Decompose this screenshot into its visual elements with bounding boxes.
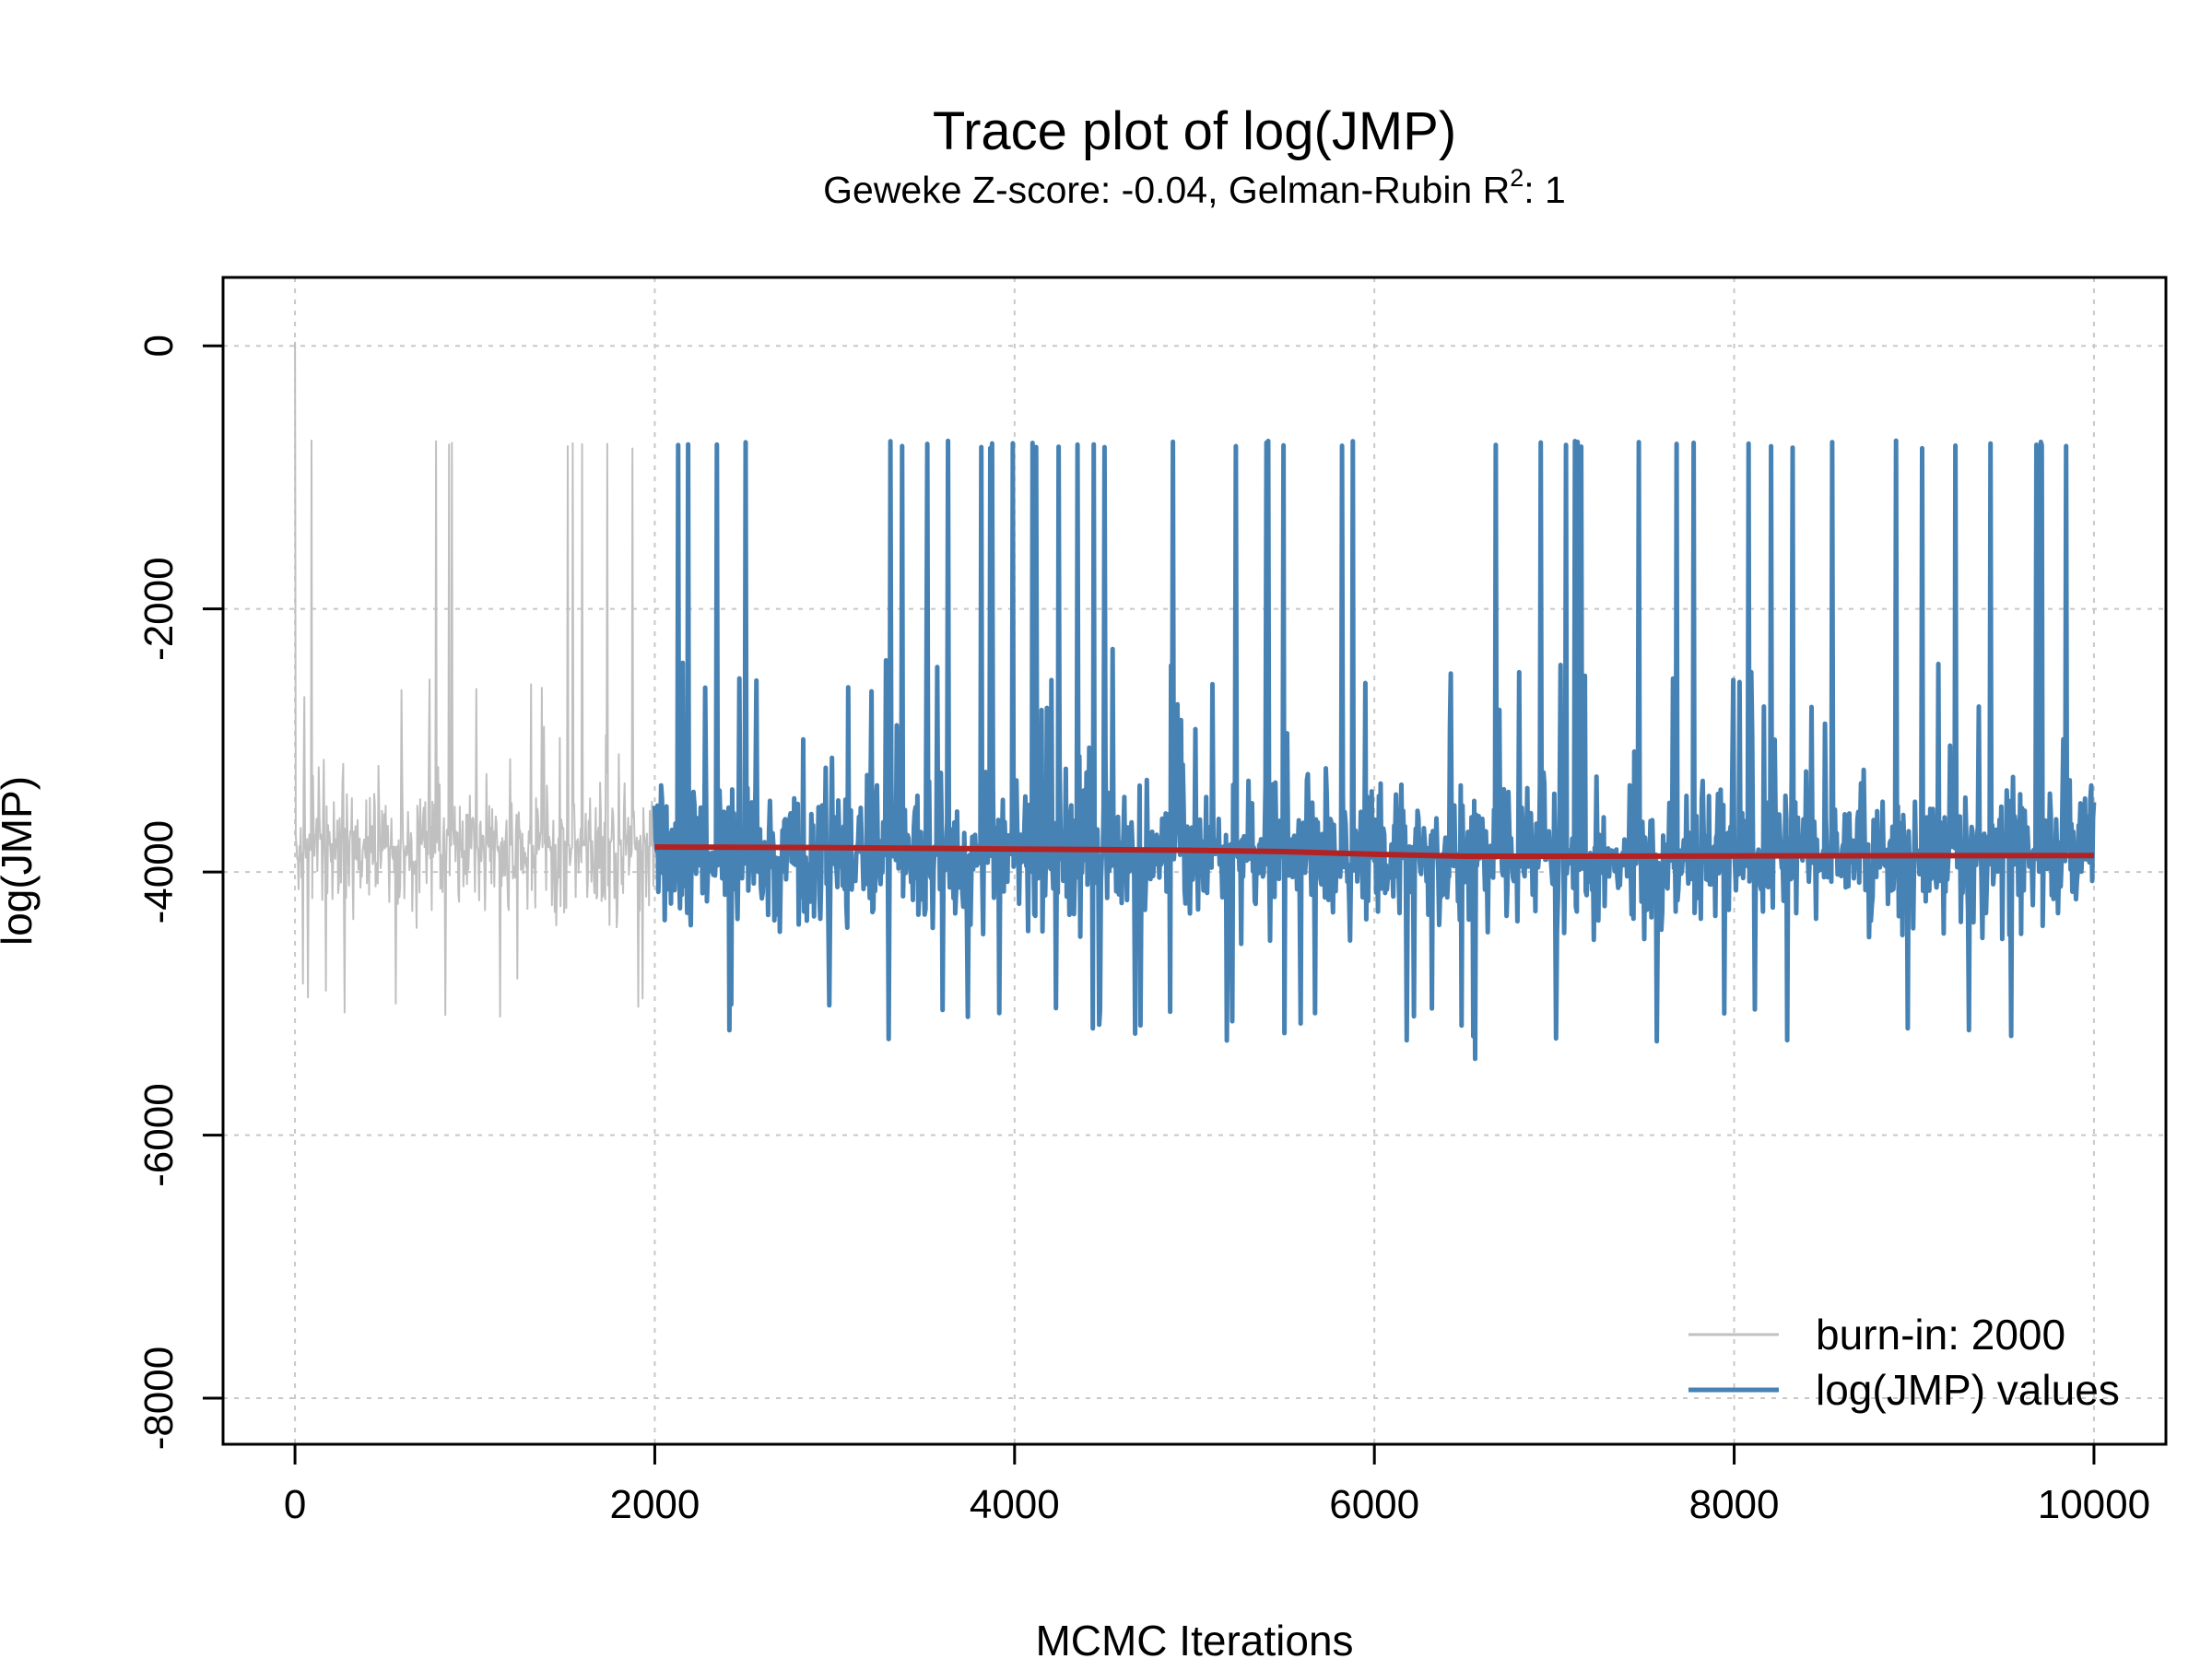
plot-frame xyxy=(221,276,2168,1446)
y-tick-label: -2000 xyxy=(136,557,182,661)
y-axis-label: log(JMP) xyxy=(0,776,41,946)
axis-ticks: 0 2000 4000 6000 8000 10000 0 -2000 -4000 -6000 -8… xyxy=(136,335,2150,1527)
x-tick-label: 8000 xyxy=(1689,1482,1780,1527)
y-tick-label: 0 xyxy=(136,335,182,357)
chart-subtitle: Geweke Z-score: -0.04, Gelman-Rubin R2: … xyxy=(823,164,1566,211)
x-tick-label: 10000 xyxy=(2038,1482,2150,1527)
y-tick-label: -4000 xyxy=(136,820,182,924)
running-mean-line xyxy=(654,844,2094,859)
subtitle-main: Geweke Z-score: -0.04, Gelman-Rubin R xyxy=(823,169,1510,211)
legend-burnin-label: burn-in: 2000 xyxy=(1816,1311,2065,1359)
subtitle-superscript: 2 xyxy=(1510,164,1524,192)
chart-title: Trace plot of log(JMP) xyxy=(933,101,1456,161)
x-axis-label: MCMC Iterations xyxy=(1035,1617,1353,1659)
x-tick-label: 4000 xyxy=(970,1482,1060,1527)
values-trace-line xyxy=(652,438,2097,1062)
subtitle-end: : 1 xyxy=(1524,169,1566,211)
y-tick-label: -8000 xyxy=(136,1347,182,1451)
legend: burn-in: 2000 log(JMP) values xyxy=(1688,1311,2120,1414)
plot-series xyxy=(294,341,2097,1062)
legend-values-label: log(JMP) values xyxy=(1816,1366,2120,1414)
y-tick-label: -6000 xyxy=(136,1083,182,1187)
burnin-trace-line xyxy=(294,341,656,1018)
x-tick-label: 2000 xyxy=(609,1482,700,1527)
x-tick-label: 6000 xyxy=(1329,1482,1419,1527)
x-tick-label: 0 xyxy=(284,1482,306,1527)
